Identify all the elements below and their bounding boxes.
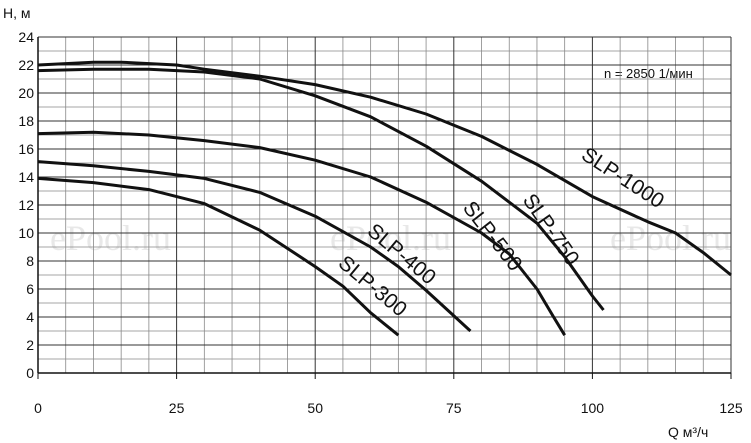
y-tick-label: 4 [26, 309, 34, 325]
watermark: ePool.ru [330, 218, 451, 258]
y-tick-label: 24 [18, 29, 34, 45]
x-tick-label: 75 [446, 400, 462, 416]
x-tick-label: 125 [719, 400, 743, 416]
y-tick-label: 10 [18, 225, 34, 241]
y-tick-label: 14 [18, 169, 34, 185]
series-label: SLP-750 [518, 190, 584, 270]
y-tick-label: 0 [26, 365, 34, 381]
y-tick-label: 6 [26, 281, 34, 297]
y-tick-label: 20 [18, 85, 34, 101]
x-tick-label: 0 [34, 400, 42, 416]
annotation: n = 2850 1/мин [604, 66, 693, 81]
series-label: SLP-1000 [577, 143, 668, 213]
curve [37, 176, 400, 337]
x-tick-label: 50 [307, 400, 323, 416]
curve [37, 60, 732, 277]
y-tick-label: 22 [18, 57, 34, 73]
y-tick-label: 12 [18, 197, 34, 213]
x-tick-label: 100 [581, 400, 605, 416]
y-axis-label: Н, м [3, 5, 31, 21]
curve [37, 67, 605, 311]
y-tick-label: 8 [26, 253, 34, 269]
x-tick-label: 25 [169, 400, 185, 416]
y-tick-label: 18 [18, 113, 34, 129]
y-tick-label: 16 [18, 141, 34, 157]
curve [37, 160, 472, 333]
watermark: ePool.ru [610, 218, 731, 258]
watermark: ePool.ru [50, 218, 171, 258]
y-tick-label: 2 [26, 337, 34, 353]
x-axis-label: Q м³/ч [668, 424, 708, 440]
curve [37, 130, 566, 336]
